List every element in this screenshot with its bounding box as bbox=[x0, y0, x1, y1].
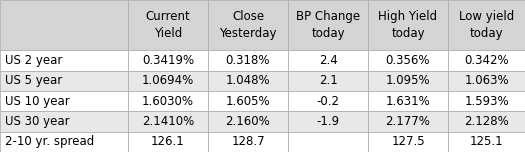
Text: 125.1: 125.1 bbox=[470, 135, 503, 148]
Bar bbox=[448, 132, 525, 152]
Bar bbox=[0, 111, 128, 132]
Text: 1.063%: 1.063% bbox=[464, 74, 509, 87]
Text: BP Change
today: BP Change today bbox=[296, 10, 360, 40]
Bar bbox=[368, 132, 448, 152]
Bar bbox=[448, 91, 525, 111]
Bar bbox=[448, 111, 525, 132]
Bar bbox=[368, 91, 448, 111]
Bar bbox=[208, 111, 288, 132]
Bar bbox=[208, 71, 288, 91]
Text: 0.356%: 0.356% bbox=[386, 54, 430, 67]
Text: Low yield
today: Low yield today bbox=[459, 10, 514, 40]
Text: 1.048%: 1.048% bbox=[226, 74, 270, 87]
Bar bbox=[128, 91, 208, 111]
Text: US 10 year: US 10 year bbox=[5, 95, 70, 108]
Bar bbox=[368, 50, 448, 71]
Text: 1.605%: 1.605% bbox=[226, 95, 270, 108]
Text: 1.6030%: 1.6030% bbox=[142, 95, 194, 108]
Bar bbox=[128, 50, 208, 71]
Bar bbox=[288, 91, 368, 111]
Bar bbox=[368, 0, 448, 50]
Bar bbox=[208, 132, 288, 152]
Text: US 30 year: US 30 year bbox=[5, 115, 70, 128]
Text: -1.9: -1.9 bbox=[317, 115, 340, 128]
Text: Current
Yield: Current Yield bbox=[145, 10, 191, 40]
Bar bbox=[288, 0, 368, 50]
Text: 1.0694%: 1.0694% bbox=[142, 74, 194, 87]
Bar bbox=[208, 50, 288, 71]
Bar bbox=[288, 111, 368, 132]
Text: 127.5: 127.5 bbox=[391, 135, 425, 148]
Bar bbox=[288, 50, 368, 71]
Text: 2-10 yr. spread: 2-10 yr. spread bbox=[5, 135, 94, 148]
Bar bbox=[0, 91, 128, 111]
Bar bbox=[0, 132, 128, 152]
Text: 1.593%: 1.593% bbox=[464, 95, 509, 108]
Bar bbox=[128, 0, 208, 50]
Text: US 5 year: US 5 year bbox=[5, 74, 62, 87]
Text: 2.1: 2.1 bbox=[319, 74, 338, 87]
Bar bbox=[128, 132, 208, 152]
Bar bbox=[208, 0, 288, 50]
Text: 2.4: 2.4 bbox=[319, 54, 338, 67]
Text: 0.342%: 0.342% bbox=[464, 54, 509, 67]
Text: 1.631%: 1.631% bbox=[386, 95, 430, 108]
Bar bbox=[368, 71, 448, 91]
Text: 1.095%: 1.095% bbox=[386, 74, 430, 87]
Bar bbox=[0, 50, 128, 71]
Bar bbox=[448, 0, 525, 50]
Text: 128.7: 128.7 bbox=[231, 135, 265, 148]
Bar bbox=[128, 111, 208, 132]
Text: US 2 year: US 2 year bbox=[5, 54, 62, 67]
Text: 2.128%: 2.128% bbox=[464, 115, 509, 128]
Text: -0.2: -0.2 bbox=[317, 95, 340, 108]
Text: 2.160%: 2.160% bbox=[226, 115, 270, 128]
Bar bbox=[368, 111, 448, 132]
Bar bbox=[208, 91, 288, 111]
Text: 2.177%: 2.177% bbox=[385, 115, 430, 128]
Bar bbox=[448, 71, 525, 91]
Bar bbox=[128, 71, 208, 91]
Text: 0.318%: 0.318% bbox=[226, 54, 270, 67]
Text: Close
Yesterday: Close Yesterday bbox=[219, 10, 277, 40]
Bar bbox=[0, 71, 128, 91]
Bar bbox=[448, 50, 525, 71]
Text: High Yield
today: High Yield today bbox=[379, 10, 437, 40]
Text: 0.3419%: 0.3419% bbox=[142, 54, 194, 67]
Bar bbox=[288, 132, 368, 152]
Bar bbox=[0, 0, 128, 50]
Bar bbox=[288, 71, 368, 91]
Text: 126.1: 126.1 bbox=[151, 135, 185, 148]
Text: 2.1410%: 2.1410% bbox=[142, 115, 194, 128]
